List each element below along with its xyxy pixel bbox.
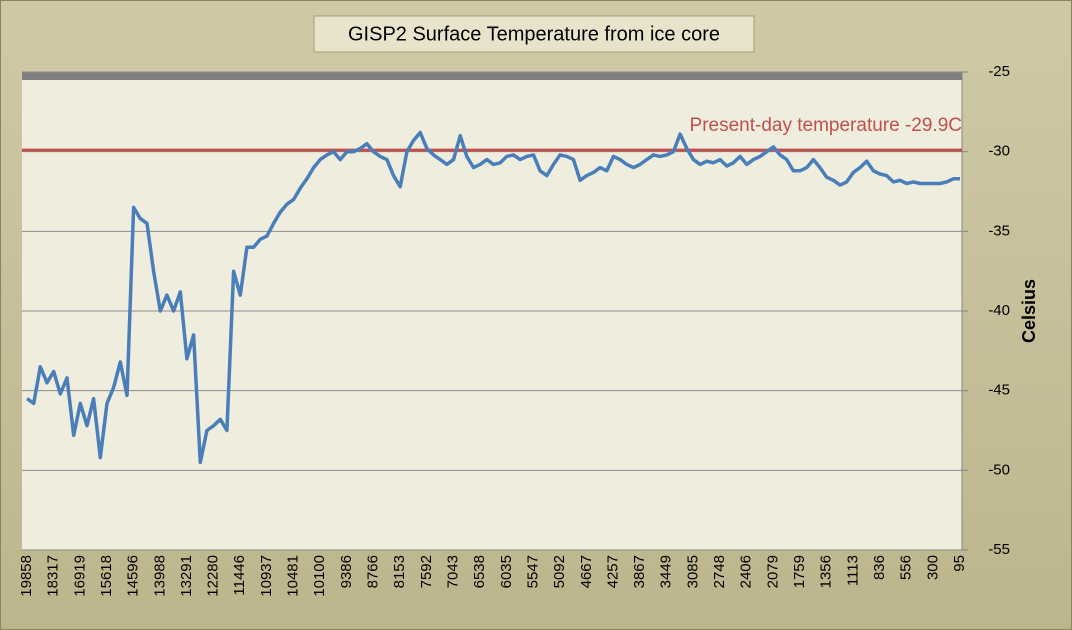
x-tick-label: 8153: [391, 555, 408, 588]
x-tick-label: 6035: [498, 555, 515, 588]
y-tick-label: -40: [988, 302, 1010, 319]
x-tick-label: 5092: [551, 555, 568, 588]
x-tick-label: 14596: [125, 555, 142, 597]
x-tick-label: 9386: [338, 555, 355, 588]
y-tick-label: -25: [988, 63, 1010, 80]
x-tick-label: 3867: [631, 555, 648, 588]
y-tick-label: -50: [988, 461, 1010, 478]
x-tick-label: 10100: [311, 555, 328, 597]
x-tick-label: 11446: [231, 555, 248, 596]
x-tick-label: 1759: [791, 555, 808, 588]
x-tick-label: 7592: [418, 555, 435, 588]
title-box: [313, 15, 755, 53]
x-tick-label: 7043: [444, 555, 461, 588]
plot: -25 -30 -35 -40 -45 -50 -55 19858 18317 16919 1561…: [18, 63, 1010, 597]
x-tick-label: 4667: [578, 555, 595, 588]
x-tick-label: 15618: [98, 555, 115, 597]
x-tick-label: 2748: [711, 555, 728, 588]
x-tick-label: 836: [871, 555, 888, 580]
x-tick-label: 12280: [205, 555, 222, 597]
y-tick-label: -45: [988, 382, 1010, 399]
chart-title: GISP2 Surface Temperature from ice core: [348, 23, 720, 45]
x-tick-label: 300: [924, 555, 941, 580]
x-tick-label: 6538: [471, 555, 488, 588]
x-tick-label: 95: [951, 555, 968, 572]
x-tick-label: 556: [898, 555, 915, 580]
x-tick-label: 10481: [285, 555, 302, 597]
x-tick-label: 10937: [258, 555, 275, 597]
x-tick-label: 18317: [45, 555, 62, 597]
x-tick-label: 13291: [178, 555, 195, 597]
x-tick-label: 5547: [524, 555, 541, 588]
plot-top-band: [22, 72, 962, 80]
x-tick-label: 3085: [684, 555, 701, 588]
x-tick-label: 3449: [658, 555, 675, 588]
x-tick-label: 13988: [151, 555, 168, 597]
x-tick-label: 19858: [18, 555, 35, 597]
x-tick-label: 2079: [764, 555, 781, 588]
x-tick-label: 1113: [844, 555, 861, 586]
y-axis-label: Celsius: [1019, 279, 1039, 343]
y-tick-label: -55: [988, 541, 1010, 558]
x-tick-label: 16919: [71, 555, 88, 597]
x-tick-label: 4257: [604, 555, 621, 588]
y-tick-label: -35: [988, 222, 1010, 239]
reference-label: Present-day temperature -29.9C: [690, 115, 962, 136]
x-tick-label: 1356: [818, 555, 835, 588]
x-tick-label: 8766: [365, 555, 382, 588]
x-tick-label: 2406: [738, 555, 755, 588]
data-line: [25, 130, 960, 465]
y-tick-label: -30: [988, 143, 1010, 160]
